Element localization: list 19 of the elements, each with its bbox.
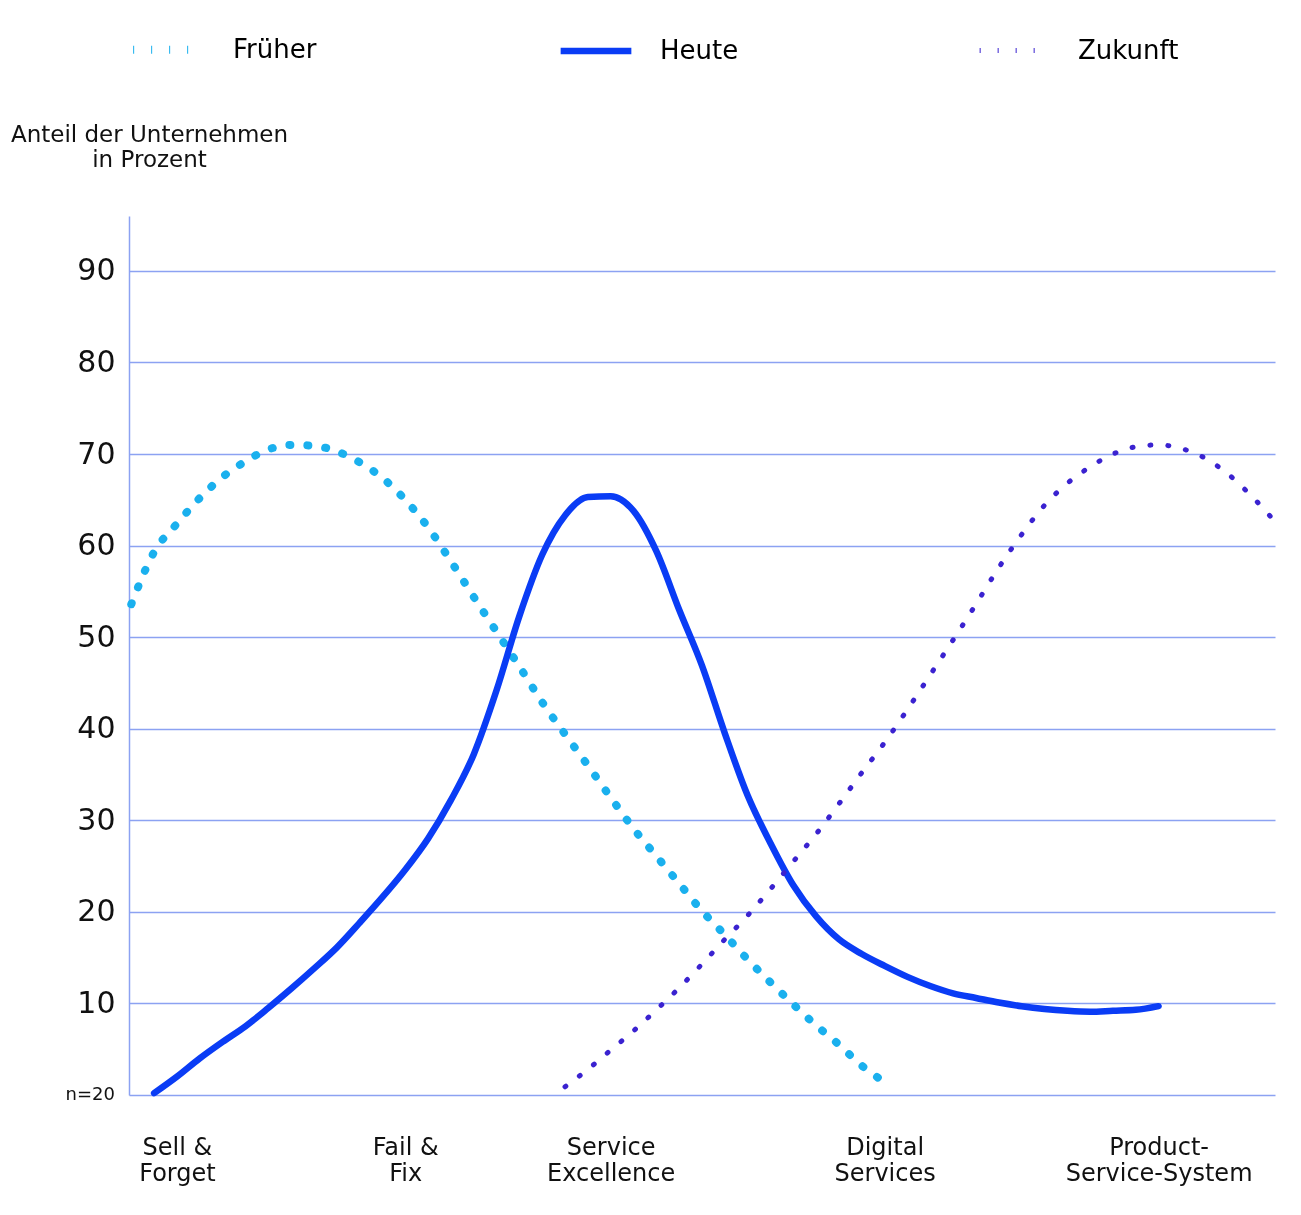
text: n=20 [65, 1083, 115, 1104]
x-tick-label: Service Excellence [547, 1132, 676, 1187]
y-tick-label: 50 [77, 618, 116, 654]
x-tick-label: Digital Services [834, 1132, 936, 1187]
y-tick-label: 10 [77, 984, 116, 1020]
y-tick-label: 60 [77, 527, 116, 563]
legend-label: Zukunft [1078, 34, 1179, 65]
y-tick-label: 20 [77, 893, 116, 929]
x-tick-label: Product- Service-System [1065, 1132, 1253, 1187]
y-tick-label: 40 [77, 710, 116, 746]
y-tick-label: 90 [77, 252, 116, 288]
y-axis-title: Anteil der Unternehmen in Prozent [10, 120, 289, 172]
x-tick-label: Sell & Forget [139, 1132, 216, 1187]
legend-label: Früher [233, 33, 317, 64]
y-tick-label: 70 [77, 435, 116, 471]
x-tick-label: Fail & Fix [372, 1132, 439, 1187]
legend-label: Heute [660, 35, 739, 65]
y-tick-label: 30 [77, 801, 116, 837]
y-tick-label: 80 [77, 344, 116, 379]
